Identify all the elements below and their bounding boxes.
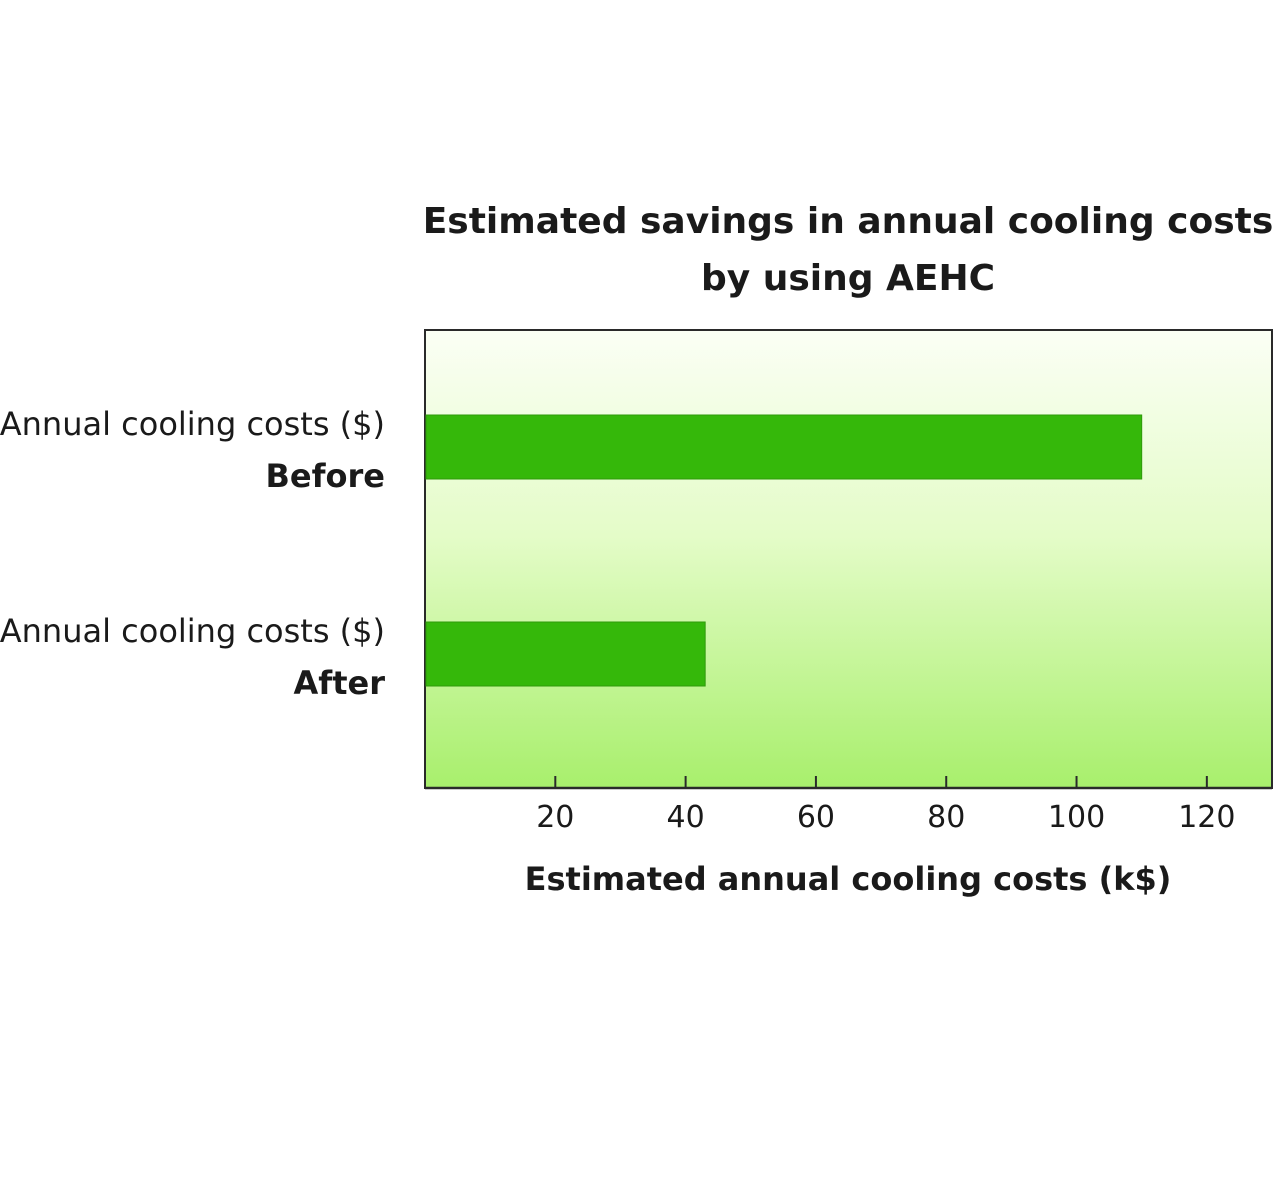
x-tick-label: 40 bbox=[667, 800, 705, 835]
plot-area bbox=[424, 329, 1273, 789]
x-tick-label: 100 bbox=[1048, 800, 1105, 835]
chart-title-line-1: Estimated savings in annual cooling cost… bbox=[423, 201, 1274, 242]
x-tick-label: 20 bbox=[536, 800, 574, 835]
bar-after bbox=[425, 621, 706, 687]
x-tick-label: 80 bbox=[927, 800, 965, 835]
category-label: Annual cooling costs ($) bbox=[0, 405, 385, 443]
chart-title-line-2: by using AEHC bbox=[701, 258, 995, 299]
category-label: Annual cooling costs ($) bbox=[0, 612, 385, 650]
x-tick-label: 60 bbox=[797, 800, 835, 835]
bar-before bbox=[425, 414, 1143, 480]
x-axis-title: Estimated annual cooling costs (k$) bbox=[525, 860, 1172, 898]
x-tick-label: 120 bbox=[1178, 800, 1235, 835]
category-sublabel: Before bbox=[266, 457, 385, 495]
category-sublabel: After bbox=[294, 664, 386, 702]
